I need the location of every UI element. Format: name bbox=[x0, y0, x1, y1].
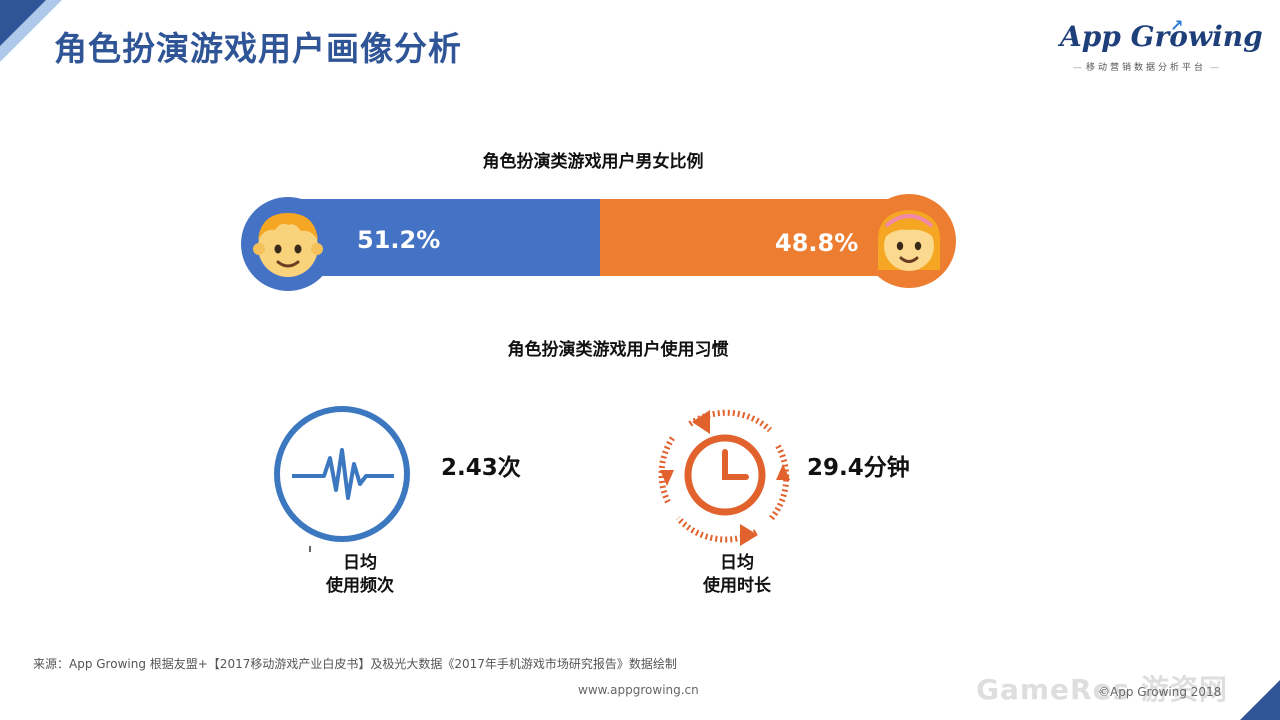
website-url: www.appgrowing.cn bbox=[578, 683, 699, 697]
female-face-icon bbox=[877, 210, 941, 271]
daily-frequency-label-line1: 日均 bbox=[343, 553, 377, 573]
logo-subtitle: 移动营销数据分析平台 bbox=[1060, 60, 1232, 73]
logo-text: App Growing bbox=[1060, 20, 1263, 53]
corner-decoration-bottom bbox=[1240, 680, 1280, 720]
gender-ratio-title: 角色扮演类游戏用户男女比例 bbox=[482, 152, 704, 172]
daily-duration-label-line2: 使用时长 bbox=[703, 576, 771, 596]
copyright-text: ©App Growing 2018 bbox=[1098, 685, 1222, 699]
daily-duration-label-line1: 日均 bbox=[720, 553, 754, 573]
daily-duration-caption: 日均 使用时长 bbox=[677, 552, 797, 598]
daily-duration-value: 29.4分钟 bbox=[807, 455, 910, 481]
clock-cycle-icon bbox=[658, 409, 790, 546]
daily-frequency-label-line2: 使用频次 bbox=[326, 576, 394, 596]
pulse-icon bbox=[274, 406, 410, 552]
daily-frequency-caption: 日均 使用频次 bbox=[300, 552, 420, 598]
logo-arrow-icon: ↗ bbox=[1170, 16, 1184, 35]
usage-habits-title: 角色扮演类游戏用户使用习惯 bbox=[507, 340, 729, 360]
female-percentage: 48.8% bbox=[775, 229, 859, 257]
male-percentage: 51.2% bbox=[357, 226, 441, 254]
app-growing-logo: App Growing ↗ 移动营销数据分析平台 bbox=[1060, 16, 1263, 78]
daily-frequency-value: 2.43次 bbox=[441, 455, 521, 481]
male-face-icon bbox=[253, 213, 323, 277]
source-note: 来源：App Growing 根据友盟+【2017移动游戏产业白皮书】及极光大数… bbox=[33, 657, 677, 671]
corner-decoration bbox=[0, 0, 46, 46]
male-bar bbox=[282, 199, 600, 276]
page-title: 角色扮演游戏用户画像分析 bbox=[54, 29, 462, 68]
gameres-watermark: GameRes 游资网 bbox=[976, 673, 1229, 706]
